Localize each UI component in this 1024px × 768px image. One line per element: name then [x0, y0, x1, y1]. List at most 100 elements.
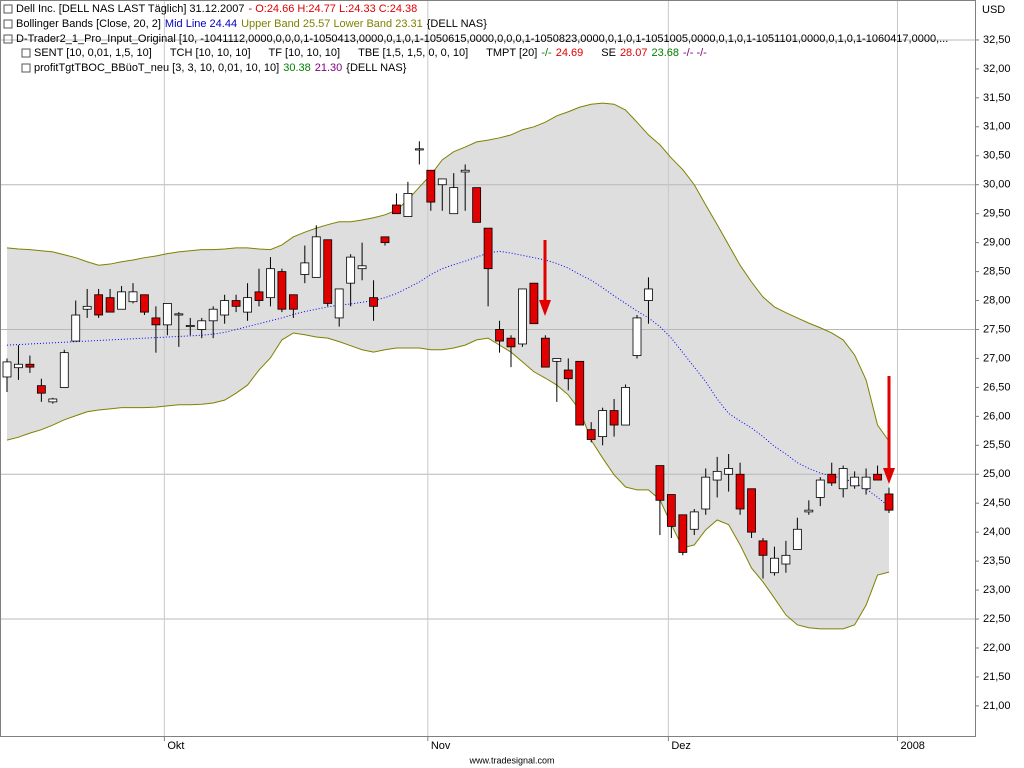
candle-body	[185, 325, 195, 327]
y-tick-label: 21,50	[983, 671, 1011, 683]
header-text: 30.38	[283, 62, 311, 74]
header-text: SE	[601, 47, 616, 59]
y-tick-label: 24,50	[983, 497, 1011, 509]
y-tick-label: 28,50	[983, 265, 1011, 277]
header-text: TF [10, 10, 10]	[269, 47, 341, 59]
candle-body	[162, 303, 172, 326]
candle-body	[701, 476, 711, 510]
x-tick-label: Okt	[167, 740, 184, 752]
candle-body	[655, 465, 665, 501]
y-tick-label: 26,50	[983, 381, 1011, 393]
candle-body	[838, 468, 848, 490]
header-text: TCH [10, 10, 10]	[170, 47, 251, 59]
y-tick-label: 26,00	[983, 410, 1011, 422]
candle-body	[288, 294, 298, 310]
y-tick-label: 22,50	[983, 613, 1011, 625]
header: Dell Inc. [DELL NAS LAST Täglich] 31.12.…	[3, 3, 948, 74]
candle-body	[380, 236, 390, 244]
candle-body	[449, 187, 459, 215]
indicator-icon	[3, 4, 13, 14]
candle-body	[792, 528, 802, 550]
x-tick-label: 2008	[900, 740, 924, 752]
candle-body	[311, 236, 321, 278]
candle-body	[598, 410, 608, 438]
header-line: SENT [10, 0,01, 1,5, 10] TCH [10, 10, 10]…	[34, 47, 707, 59]
candle-body	[300, 262, 310, 275]
y-tick-label: 22,00	[983, 642, 1011, 654]
y-tick-label: 23,50	[983, 555, 1011, 567]
y-tick-label: 29,50	[983, 208, 1011, 220]
header-text: D-Trader2_1_Pro_Input_Original [10, -104…	[16, 33, 948, 45]
header-text: 28.07	[620, 47, 648, 59]
candle-body	[575, 360, 585, 426]
header-text: 21.30	[315, 62, 343, 74]
plot-area	[0, 0, 975, 736]
y-tick-label: 25,50	[983, 439, 1011, 451]
x-tick-label: Nov	[431, 740, 451, 752]
y-tick-label: 23,00	[983, 584, 1011, 596]
mid-line	[6, 250, 890, 508]
arrows	[539, 240, 895, 484]
y-tick-label: 27,00	[983, 352, 1011, 364]
header-text: TMPT [20]	[486, 47, 537, 59]
candle-body	[712, 470, 722, 481]
candle-body	[117, 291, 126, 310]
candle-body	[621, 386, 630, 426]
candle-body	[689, 511, 699, 530]
header-text: Mid Line 24.44	[165, 18, 237, 30]
footer: www.tradesignal.com	[468, 755, 554, 765]
candle-body	[529, 282, 539, 325]
candle-body	[197, 320, 207, 330]
candle-body	[2, 361, 12, 378]
candle-body	[495, 329, 504, 342]
header-text: Dell Inc. [DELL NAS LAST Täglich] 31.12.…	[16, 3, 244, 15]
candle-body	[563, 369, 573, 380]
y-tick-label: 31,00	[983, 121, 1011, 133]
indicator-icon	[21, 63, 31, 73]
y-tick-label: 28,00	[983, 294, 1011, 306]
candle-body	[71, 314, 81, 342]
candle-body	[208, 308, 218, 322]
candle-body	[357, 265, 367, 270]
candle-body	[231, 300, 241, 307]
header-text: Upper Band 25.57 Lower Band 23.31	[241, 18, 423, 30]
header-text: 23.68	[651, 47, 679, 59]
candle-body	[14, 363, 23, 369]
indicator-icon	[21, 48, 31, 58]
y-tick-label: 32,00	[983, 63, 1011, 75]
header-text: {DELL NAS}	[427, 18, 487, 30]
candle-body	[48, 398, 58, 403]
candle-body	[403, 193, 413, 217]
candle-body	[770, 557, 779, 574]
header-line: profitTgtTBOC_BBüoT_neu [3, 3, 10, 0,01,…	[34, 62, 407, 74]
candle-body	[94, 294, 104, 316]
currency-label: USD	[982, 4, 1005, 16]
candle-body	[59, 352, 69, 388]
candle-body	[369, 297, 378, 307]
y-tick-label: 21,00	[983, 700, 1011, 712]
candle-body	[678, 514, 688, 553]
x-tick-label: Dez	[671, 740, 691, 752]
candle-body	[552, 358, 562, 362]
candle-body	[586, 429, 596, 440]
y-tick-label: 24,00	[983, 526, 1011, 538]
header-text: profitTgtTBOC_BBüoT_neu [3, 3, 10, 0,01,…	[34, 62, 279, 74]
candle-body	[861, 476, 871, 490]
candle-body	[850, 476, 860, 487]
header-text: 24.69	[556, 47, 584, 59]
candle-body	[483, 227, 493, 270]
y-tick-label: 32,50	[983, 34, 1011, 46]
candle-body	[758, 540, 768, 556]
candle-body	[724, 468, 734, 475]
candle-body	[323, 239, 333, 304]
candle-body	[277, 271, 287, 310]
indicator-icon	[3, 19, 13, 29]
candle-body	[518, 288, 527, 345]
candle-body	[804, 509, 814, 513]
candle-body	[884, 493, 894, 511]
band-line	[6, 102, 890, 442]
candle-body	[632, 317, 642, 356]
candle-body	[540, 337, 550, 368]
